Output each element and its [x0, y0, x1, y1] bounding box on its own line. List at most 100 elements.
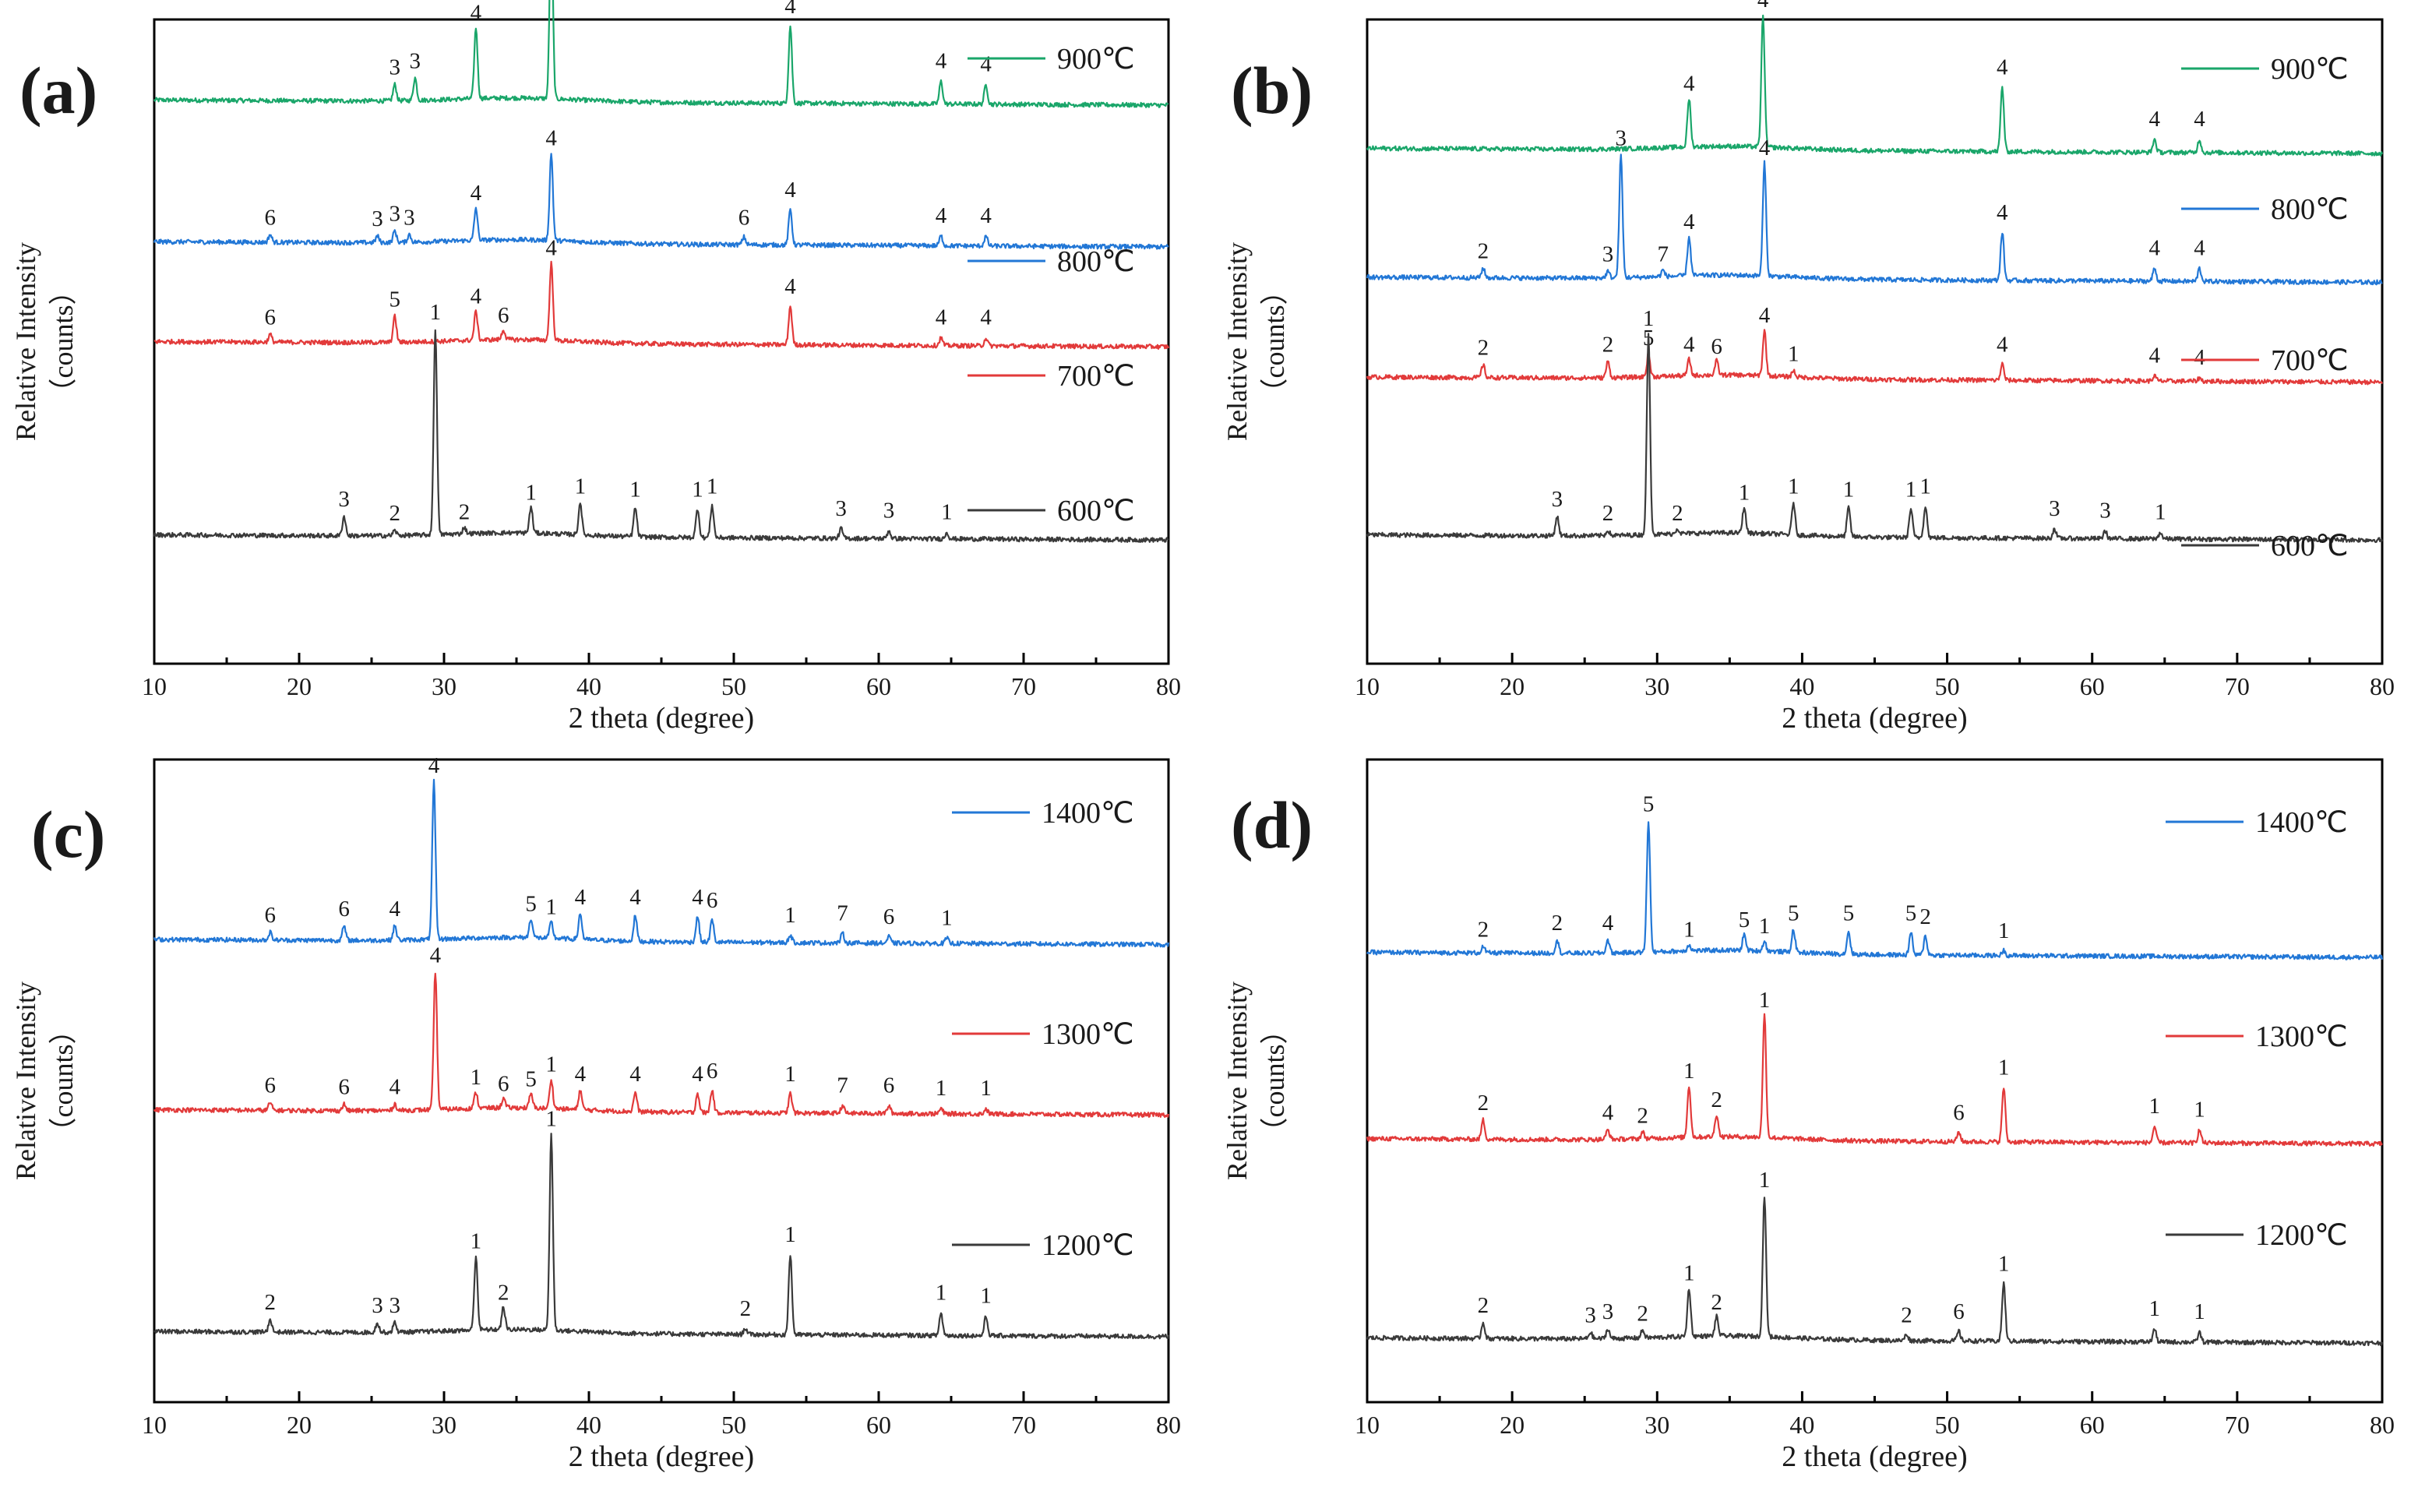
peak-label: 1	[941, 905, 953, 930]
x-tick-label: 70	[1011, 672, 1036, 700]
peak-label: 6	[265, 305, 277, 330]
peak-label: 4	[936, 203, 947, 228]
peak-label: 1	[784, 903, 796, 928]
series-900℃: 3344444900℃	[153, 0, 1169, 108]
peak-label: 4	[575, 885, 587, 910]
peak-label: 3	[883, 499, 895, 523]
legend-label: 700℃	[2271, 344, 2349, 377]
legend-label: 1200℃	[1042, 1229, 1134, 1262]
xrd-trace	[1366, 329, 2384, 386]
peak-label: 1	[1843, 477, 1855, 502]
xrd-trace	[1366, 153, 2383, 286]
y-axis-unit: （counts）	[1259, 1017, 1290, 1146]
x-tick-label: 20	[287, 1411, 312, 1439]
x-tick-label: 40	[1789, 1411, 1814, 1439]
peak-label: 1	[1788, 342, 1799, 367]
peak-label: 2	[1637, 1302, 1648, 1327]
peak-label: 4	[1997, 332, 2008, 357]
xrd-trace	[1366, 821, 2384, 960]
peak-label: 3	[1552, 487, 1563, 512]
peak-label: 6	[265, 1073, 277, 1098]
legend-label: 700℃	[1057, 360, 1135, 393]
peak-label: 1	[1998, 1056, 2010, 1080]
peak-label: 2	[1637, 1104, 1648, 1129]
peak-label: 1	[629, 477, 641, 502]
peak-label: 5	[1643, 791, 1655, 816]
peak-label: 3	[1602, 1299, 1614, 1324]
peak-label: 3	[1602, 242, 1614, 267]
peak-label: 4	[2149, 107, 2161, 132]
peak-label: 2	[1711, 1290, 1722, 1315]
peak-label: 2	[740, 1296, 752, 1321]
peak-label: 2	[1478, 917, 1489, 942]
peak-label: 3	[404, 205, 415, 230]
peak-label: 2	[1602, 332, 1614, 357]
peak-label: 1	[1683, 1261, 1695, 1286]
peak-label: 4	[2194, 107, 2205, 132]
x-axis-title: 2 theta (degree)	[1782, 1440, 1967, 1473]
peak-label: 1	[784, 1222, 796, 1247]
y-axis-title: Relative Intensity	[1221, 982, 1253, 1180]
peak-label: 2	[1478, 238, 1489, 263]
peak-label: 6	[338, 1074, 350, 1099]
peak-label: 2	[1602, 501, 1614, 526]
x-tick-label: 60	[2080, 1411, 2105, 1439]
xrd-trace	[1366, 14, 2384, 157]
peak-label: 4	[2149, 235, 2161, 260]
peak-label: 1	[707, 474, 718, 499]
peak-label: 5	[1905, 901, 1917, 926]
xrd-trace	[153, 260, 1170, 350]
peak-label: 4	[936, 305, 947, 330]
peak-label: 4	[545, 235, 557, 260]
peak-label: 1	[545, 894, 557, 919]
peak-label: 3	[2099, 499, 2111, 523]
peak-label: 4	[471, 0, 482, 25]
legend-label: 1400℃	[1042, 797, 1134, 830]
panel-label: (c)	[31, 797, 105, 872]
peak-label: 1	[980, 1076, 992, 1101]
peak-label: 1	[1919, 474, 1931, 499]
peak-label: 4	[784, 178, 796, 203]
peak-label: 1	[1998, 1251, 2010, 1276]
panel-label: (a)	[19, 53, 97, 128]
peak-label: 4	[1602, 911, 1614, 936]
peak-label: 7	[837, 1073, 848, 1098]
peak-label: 5	[1739, 908, 1750, 932]
peak-label: 3	[389, 201, 401, 226]
peak-label: 1	[1788, 474, 1799, 499]
x-tick-label: 60	[2080, 672, 2105, 700]
x-tick-label: 50	[1935, 672, 1960, 700]
peak-label: 5	[1788, 901, 1799, 926]
peak-label: 6	[498, 1071, 509, 1096]
panel-label: (d)	[1231, 788, 1313, 862]
x-axis-title: 2 theta (degree)	[569, 1440, 754, 1473]
peak-label: 2	[498, 1280, 509, 1305]
peak-label: 4	[428, 753, 440, 778]
series-1200℃: 2 3 3 1 2 1 2 1 1 1 1200℃	[153, 1107, 1170, 1340]
peak-label: 4	[784, 0, 796, 19]
y-axis-title: Relative Intensity	[1221, 242, 1253, 441]
chart-panel-0: 10 20 30 40 50 60 70 80 2 theta (degree) Relative…	[10, 0, 1181, 735]
x-tick-label: 80	[2370, 1411, 2395, 1439]
x-tick-label: 60	[866, 672, 891, 700]
x-tick-label: 70	[2225, 1411, 2250, 1439]
peak-label: 6	[883, 1073, 895, 1098]
y-axis-title: Relative Intensity	[10, 242, 41, 441]
x-tick-label: 40	[576, 1411, 601, 1439]
peak-label: 1	[936, 1076, 947, 1101]
peak-label: 1	[525, 481, 537, 506]
peak-label: 6	[1953, 1100, 1965, 1125]
x-tick-label: 30	[1644, 1411, 1669, 1439]
legend-label: 1400℃	[2255, 806, 2348, 839]
peak-label: 4	[2194, 345, 2205, 370]
legend-label: 600℃	[2271, 530, 2349, 562]
peak-label: 1	[936, 1280, 947, 1305]
peak-label: 4	[1757, 0, 1769, 12]
peak-label: 1	[575, 474, 587, 499]
x-tick-label: 10	[142, 672, 167, 700]
peak-label: 6	[265, 903, 277, 928]
legend-label: 800℃	[1057, 245, 1135, 278]
peak-label: 4	[1602, 1100, 1614, 1125]
